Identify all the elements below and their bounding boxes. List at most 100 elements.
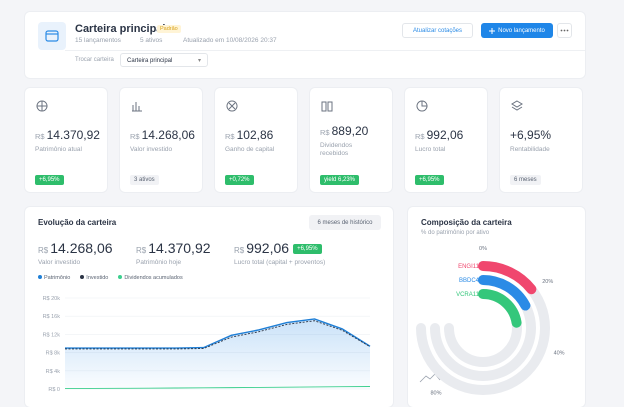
badge: +6,95%: [415, 175, 444, 185]
card-value: 14.268,06: [141, 128, 195, 142]
default-badge: Padrão: [157, 25, 181, 33]
stat-amount: R$ 14.268,06: [38, 240, 113, 256]
card-label: Valor investido: [130, 146, 173, 153]
composition-title: Composição da carteira: [421, 218, 512, 227]
more-button[interactable]: [557, 23, 572, 38]
card-badge: 6 meses: [510, 168, 541, 186]
ring-label: BBDC4: [459, 278, 480, 284]
legend-label: Patrimônio: [44, 275, 71, 281]
angle-tick-label: 0%: [479, 246, 487, 252]
y-tick-label: R$ 0: [48, 387, 60, 393]
badge: +0,72%: [225, 175, 254, 185]
series-line: [65, 318, 371, 349]
ring-bar: [478, 275, 531, 311]
icon-shape: [226, 100, 238, 112]
stat-label: Valor investido: [38, 259, 81, 266]
stat: R$ 14.268,06 Valor investido: [38, 240, 113, 266]
card-value: 992,06: [426, 128, 464, 142]
series-line: [64, 386, 371, 389]
card-label: Ganho de capital: [225, 146, 275, 153]
legend-label: Dividendos acumulados: [124, 275, 183, 281]
refresh-text: Atualizar cotações: [412, 27, 463, 34]
stat-badge: +6,95%: [293, 244, 322, 254]
card-currency: R$: [35, 132, 45, 141]
card-label: Rentabilidade: [510, 146, 550, 153]
refresh-button[interactable]: Atualizar cotações: [402, 23, 473, 38]
wallet-title: Carteira principal: [75, 23, 166, 35]
line-chart: R$ 0 R$ 4k R$ 8k R$ 12k R$ 16k R$ 20k: [43, 296, 371, 393]
evolution-title: Evolução da carteira: [38, 218, 117, 227]
ring-label: ENGI11: [458, 264, 480, 270]
wallet-icon: [38, 22, 66, 50]
y-tick-label: R$ 16k: [43, 314, 61, 320]
card-amount: R$ 889,20: [320, 124, 368, 138]
card-badge: +6,95%: [35, 168, 64, 186]
composition-panel: Composição da carteira % do patrimônio p…: [408, 207, 585, 407]
card-value: 889,20: [331, 124, 369, 138]
card-badge: +0,72%: [225, 168, 254, 186]
updated-at: Atualizado em 10/08/2026 20:37: [183, 37, 277, 44]
card-badge: +6,95%: [415, 168, 444, 186]
kpi-card: R$ 102,86 Ganho de capital +0,72%: [215, 88, 297, 192]
switch-label: Trocar carteira: [75, 57, 114, 63]
card-amount: R$ 14.370,92: [35, 128, 100, 142]
badge: +6,95%: [35, 175, 64, 185]
entries-count: 15 lançamentos: [75, 37, 121, 44]
ring-label: VCRA11: [456, 292, 480, 298]
series-line: [65, 320, 371, 350]
evolution-panel: Evolução da carteira 6 meses de históric…: [25, 207, 393, 407]
stat-value: 992,06: [246, 240, 290, 256]
period-button[interactable]: 6 meses de histórico: [309, 215, 381, 230]
badge: yield 6,23%: [320, 175, 360, 185]
card-icon: [416, 100, 428, 112]
kpi-card: R$ 14.268,06 Valor investido 3 ativos: [120, 88, 202, 192]
stat-currency: R$: [234, 246, 245, 255]
card-amount: R$ 992,06: [415, 128, 463, 142]
legend-item: Investido: [80, 275, 108, 281]
card-amount: +6,95%: [510, 128, 551, 142]
stat: R$ 14.370,92 Patrimônio hoje: [136, 240, 211, 266]
area-fill: [65, 318, 370, 389]
stat-value: 14.268,06: [50, 240, 113, 256]
legend-label: Investido: [86, 275, 109, 281]
badge: 6 meses: [510, 175, 541, 185]
card-amount: R$ 102,86: [225, 128, 273, 142]
card-value: 14.370,92: [46, 128, 100, 142]
kpi-card: R$ 14.370,92 Patrimônio atual +6,95%: [25, 88, 107, 192]
card-currency: R$: [130, 132, 140, 141]
icon-shape: [36, 100, 48, 112]
wallet-select[interactable]: Carteira principal ▾: [120, 53, 208, 67]
icon-shape: [511, 100, 523, 111]
new-entry-text: Novo lançamento: [498, 27, 545, 34]
angle-tick-label: 20%: [542, 279, 553, 285]
divider: [65, 50, 585, 51]
y-tick-label: R$ 12k: [43, 332, 61, 338]
ring-bar: [478, 289, 522, 328]
y-tick-label: R$ 20k: [43, 296, 61, 302]
stat-value: 14.370,92: [148, 240, 211, 256]
period-text: 6 meses de histórico: [317, 219, 373, 226]
card-icon: [511, 100, 523, 111]
card-value: +6,95%: [510, 128, 552, 142]
icon-shape: [321, 101, 333, 112]
card-icon: [226, 100, 238, 112]
legend-item: Patrimônio: [38, 275, 70, 281]
new-entry-button[interactable]: Novo lançamento: [481, 23, 553, 38]
ring-bar: [478, 261, 537, 295]
entries: 15 lançamentos: [75, 37, 121, 44]
card-amount: R$ 14.268,06: [130, 128, 195, 142]
card-badge: 3 ativos: [130, 168, 159, 186]
stat-amount: R$ 14.370,92: [136, 240, 211, 256]
card-label: Patrimônio atual: [35, 146, 82, 153]
stat-currency: R$: [38, 246, 49, 255]
card-icon: [321, 101, 333, 112]
card-currency: R$: [320, 128, 330, 137]
kpi-card: R$ 889,20 Dividendos recebidos yield 6,23%: [310, 88, 392, 192]
kpi-card: +6,95% Rentabilidade 6 meses: [500, 88, 582, 192]
card-label: Lucro total: [415, 146, 446, 153]
stat-amount: R$ 992,06 +6,95%: [234, 240, 325, 256]
header-card: Carteira principal Padrão 15 lançamentos…: [25, 12, 585, 78]
angle-tick-label: 80%: [430, 391, 441, 397]
